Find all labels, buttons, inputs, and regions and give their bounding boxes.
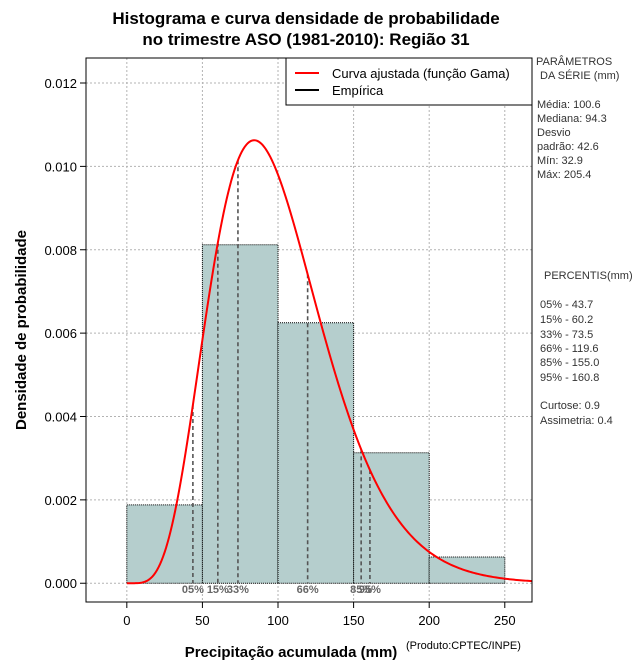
percentil-05: 05% - 43.7 bbox=[540, 299, 593, 311]
gamma-curve-path bbox=[126, 139, 533, 585]
percentile-label-4: 85% bbox=[350, 584, 372, 596]
legend-label-0: Curva ajustada (função Gama) bbox=[332, 66, 510, 81]
params-header-line2: DA SÉRIE (mm) bbox=[540, 69, 619, 82]
stat-min: Mín: 32.9 bbox=[537, 155, 583, 167]
stat-stddev-line2: padrão: 42.6 bbox=[537, 141, 599, 153]
percentil-15: 15% - 60.2 bbox=[540, 314, 593, 326]
stat-median: Mediana: 94.3 bbox=[537, 113, 607, 125]
chart-title-line2: no trimestre ASO (1981-2010): Região 31 bbox=[142, 30, 469, 49]
histogram-bar-4 bbox=[428, 556, 506, 584]
x-tick-label-0: 0 bbox=[123, 613, 130, 628]
x-axis-label: Precipitação acumulada (mm) bbox=[185, 644, 398, 660]
stat-kurtosis: Curtose: 0.9 bbox=[540, 400, 600, 412]
stat-skewness: Assimetria: 0.4 bbox=[540, 415, 613, 427]
x-tick-label-2: 100 bbox=[267, 613, 289, 628]
histogram-bar-0 bbox=[126, 504, 203, 584]
histogram-bar-2 bbox=[277, 322, 355, 584]
percentile-label-1: 15% bbox=[207, 584, 229, 596]
y-tick-label-3: 0.006 bbox=[44, 326, 77, 341]
chart-title-line1: Histograma e curva densidade de probabil… bbox=[112, 9, 499, 28]
y-tick-label-6: 0.012 bbox=[44, 76, 77, 91]
y-tick-label-4: 0.008 bbox=[44, 243, 77, 258]
axes: 0 50 100 150 200 250 0.000 0.002 0.004 0.006 0.008… bbox=[44, 76, 515, 628]
gamma-curve bbox=[126, 139, 533, 585]
histogram-bars bbox=[126, 244, 506, 584]
percentile-label-0: 05% bbox=[182, 584, 204, 596]
percentil-85: 85% - 155.0 bbox=[540, 357, 599, 369]
histogram-bar-3 bbox=[353, 452, 430, 584]
params-header-line1: PARÂMETROS bbox=[536, 55, 612, 68]
stat-max: Máx: 205.4 bbox=[537, 169, 591, 181]
product-credit: (Produto:CPTEC/INPE) bbox=[406, 640, 521, 652]
percentil-66: 66% - 119.6 bbox=[540, 343, 599, 355]
x-tick-label-4: 200 bbox=[418, 613, 440, 628]
percentile-label-5: 95% bbox=[359, 584, 381, 596]
y-tick-label-1: 0.002 bbox=[44, 493, 77, 508]
x-tick-label-3: 150 bbox=[343, 613, 365, 628]
y-tick-label-5: 0.010 bbox=[44, 159, 77, 174]
percentil-33: 33% - 73.5 bbox=[540, 329, 593, 341]
legend: Curva ajustada (função Gama) Empírica bbox=[285, 57, 533, 106]
y-axis-label: Densidade de probabilidade bbox=[13, 230, 30, 430]
stat-stddev-line1: Desvio bbox=[537, 127, 571, 139]
percentile-label-2: 33% bbox=[227, 584, 249, 596]
y-tick-label-2: 0.004 bbox=[44, 409, 77, 424]
stat-mean: Média: 100.6 bbox=[537, 99, 601, 111]
percentil-95: 95% - 160.8 bbox=[540, 372, 599, 384]
percentile-label-3: 66% bbox=[297, 584, 319, 596]
side-panel: PARÂMETROS DA SÉRIE (mm) Média: 100.6 Me… bbox=[536, 55, 633, 427]
x-tick-label-1: 50 bbox=[195, 613, 209, 628]
percentis-header: PERCENTIS(mm) bbox=[544, 270, 633, 282]
percentile-lines: 05% 15%33% 66% 85%95% bbox=[182, 160, 381, 596]
y-tick-label-0: 0.000 bbox=[44, 576, 77, 591]
legend-label-1: Empírica bbox=[332, 83, 384, 98]
histogram-bar-1 bbox=[201, 244, 279, 584]
legend-box bbox=[285, 57, 533, 106]
x-tick-label-5: 250 bbox=[494, 613, 516, 628]
